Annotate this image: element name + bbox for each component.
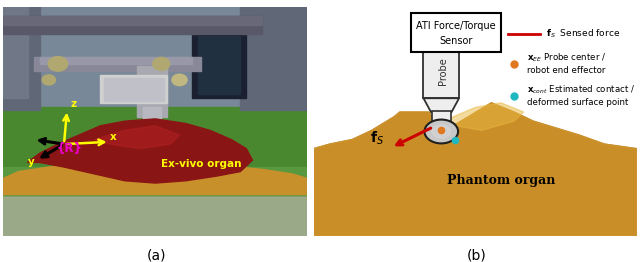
Text: $\mathbf{f}_S$: $\mathbf{f}_S$ (369, 130, 383, 147)
Text: z: z (70, 99, 76, 110)
Circle shape (424, 119, 458, 143)
Bar (143, 107, 161, 130)
Polygon shape (443, 103, 524, 130)
Text: (b): (b) (467, 248, 486, 262)
Text: y: y (28, 157, 35, 167)
Circle shape (432, 125, 451, 138)
Text: Phantom organ: Phantom organ (447, 174, 556, 187)
Bar (314, 7, 637, 98)
Bar (314, 91, 449, 110)
Bar (192, 30, 246, 98)
Text: ATI Force/Torque: ATI Force/Torque (416, 21, 495, 31)
Polygon shape (314, 103, 637, 236)
Text: $\mathbf{x}_{EE}$ Probe center /: $\mathbf{x}_{EE}$ Probe center / (527, 52, 606, 64)
Bar (241, 7, 307, 110)
Circle shape (48, 57, 68, 71)
Polygon shape (28, 119, 252, 183)
Bar (137, 66, 168, 117)
Text: deformed surface point: deformed surface point (527, 98, 628, 107)
Polygon shape (314, 103, 637, 236)
Bar (148, 126, 155, 162)
Bar (3, 16, 262, 34)
Text: Ex-vivo organ: Ex-vivo organ (161, 159, 242, 169)
Polygon shape (3, 162, 307, 194)
Text: $\mathbf{x}_{cont}$ Estimated contact /: $\mathbf{x}_{cont}$ Estimated contact / (527, 84, 635, 96)
Bar (431, 111, 451, 126)
Circle shape (172, 74, 187, 86)
Bar (3, 107, 307, 194)
Bar (3, 7, 28, 98)
Text: robot end effector: robot end effector (527, 66, 605, 75)
Bar (100, 75, 168, 103)
Polygon shape (424, 98, 459, 112)
Text: x: x (109, 132, 116, 141)
Bar (34, 57, 201, 71)
Bar (3, 7, 307, 121)
Bar (3, 16, 262, 25)
Text: Sensor: Sensor (439, 36, 472, 46)
Bar (3, 121, 307, 236)
Bar (411, 13, 501, 52)
Circle shape (153, 57, 170, 70)
Bar (198, 36, 241, 94)
Polygon shape (95, 126, 179, 149)
Text: {R}: {R} (56, 142, 83, 155)
Text: $\mathbf{f}_S$  Sensed force: $\mathbf{f}_S$ Sensed force (547, 28, 620, 40)
Bar (104, 78, 164, 101)
Bar (3, 7, 40, 110)
Bar (3, 167, 307, 194)
Bar (40, 57, 192, 64)
Bar (424, 52, 459, 98)
Text: Probe: Probe (438, 57, 448, 85)
Circle shape (42, 75, 56, 85)
Text: (a): (a) (147, 248, 166, 262)
